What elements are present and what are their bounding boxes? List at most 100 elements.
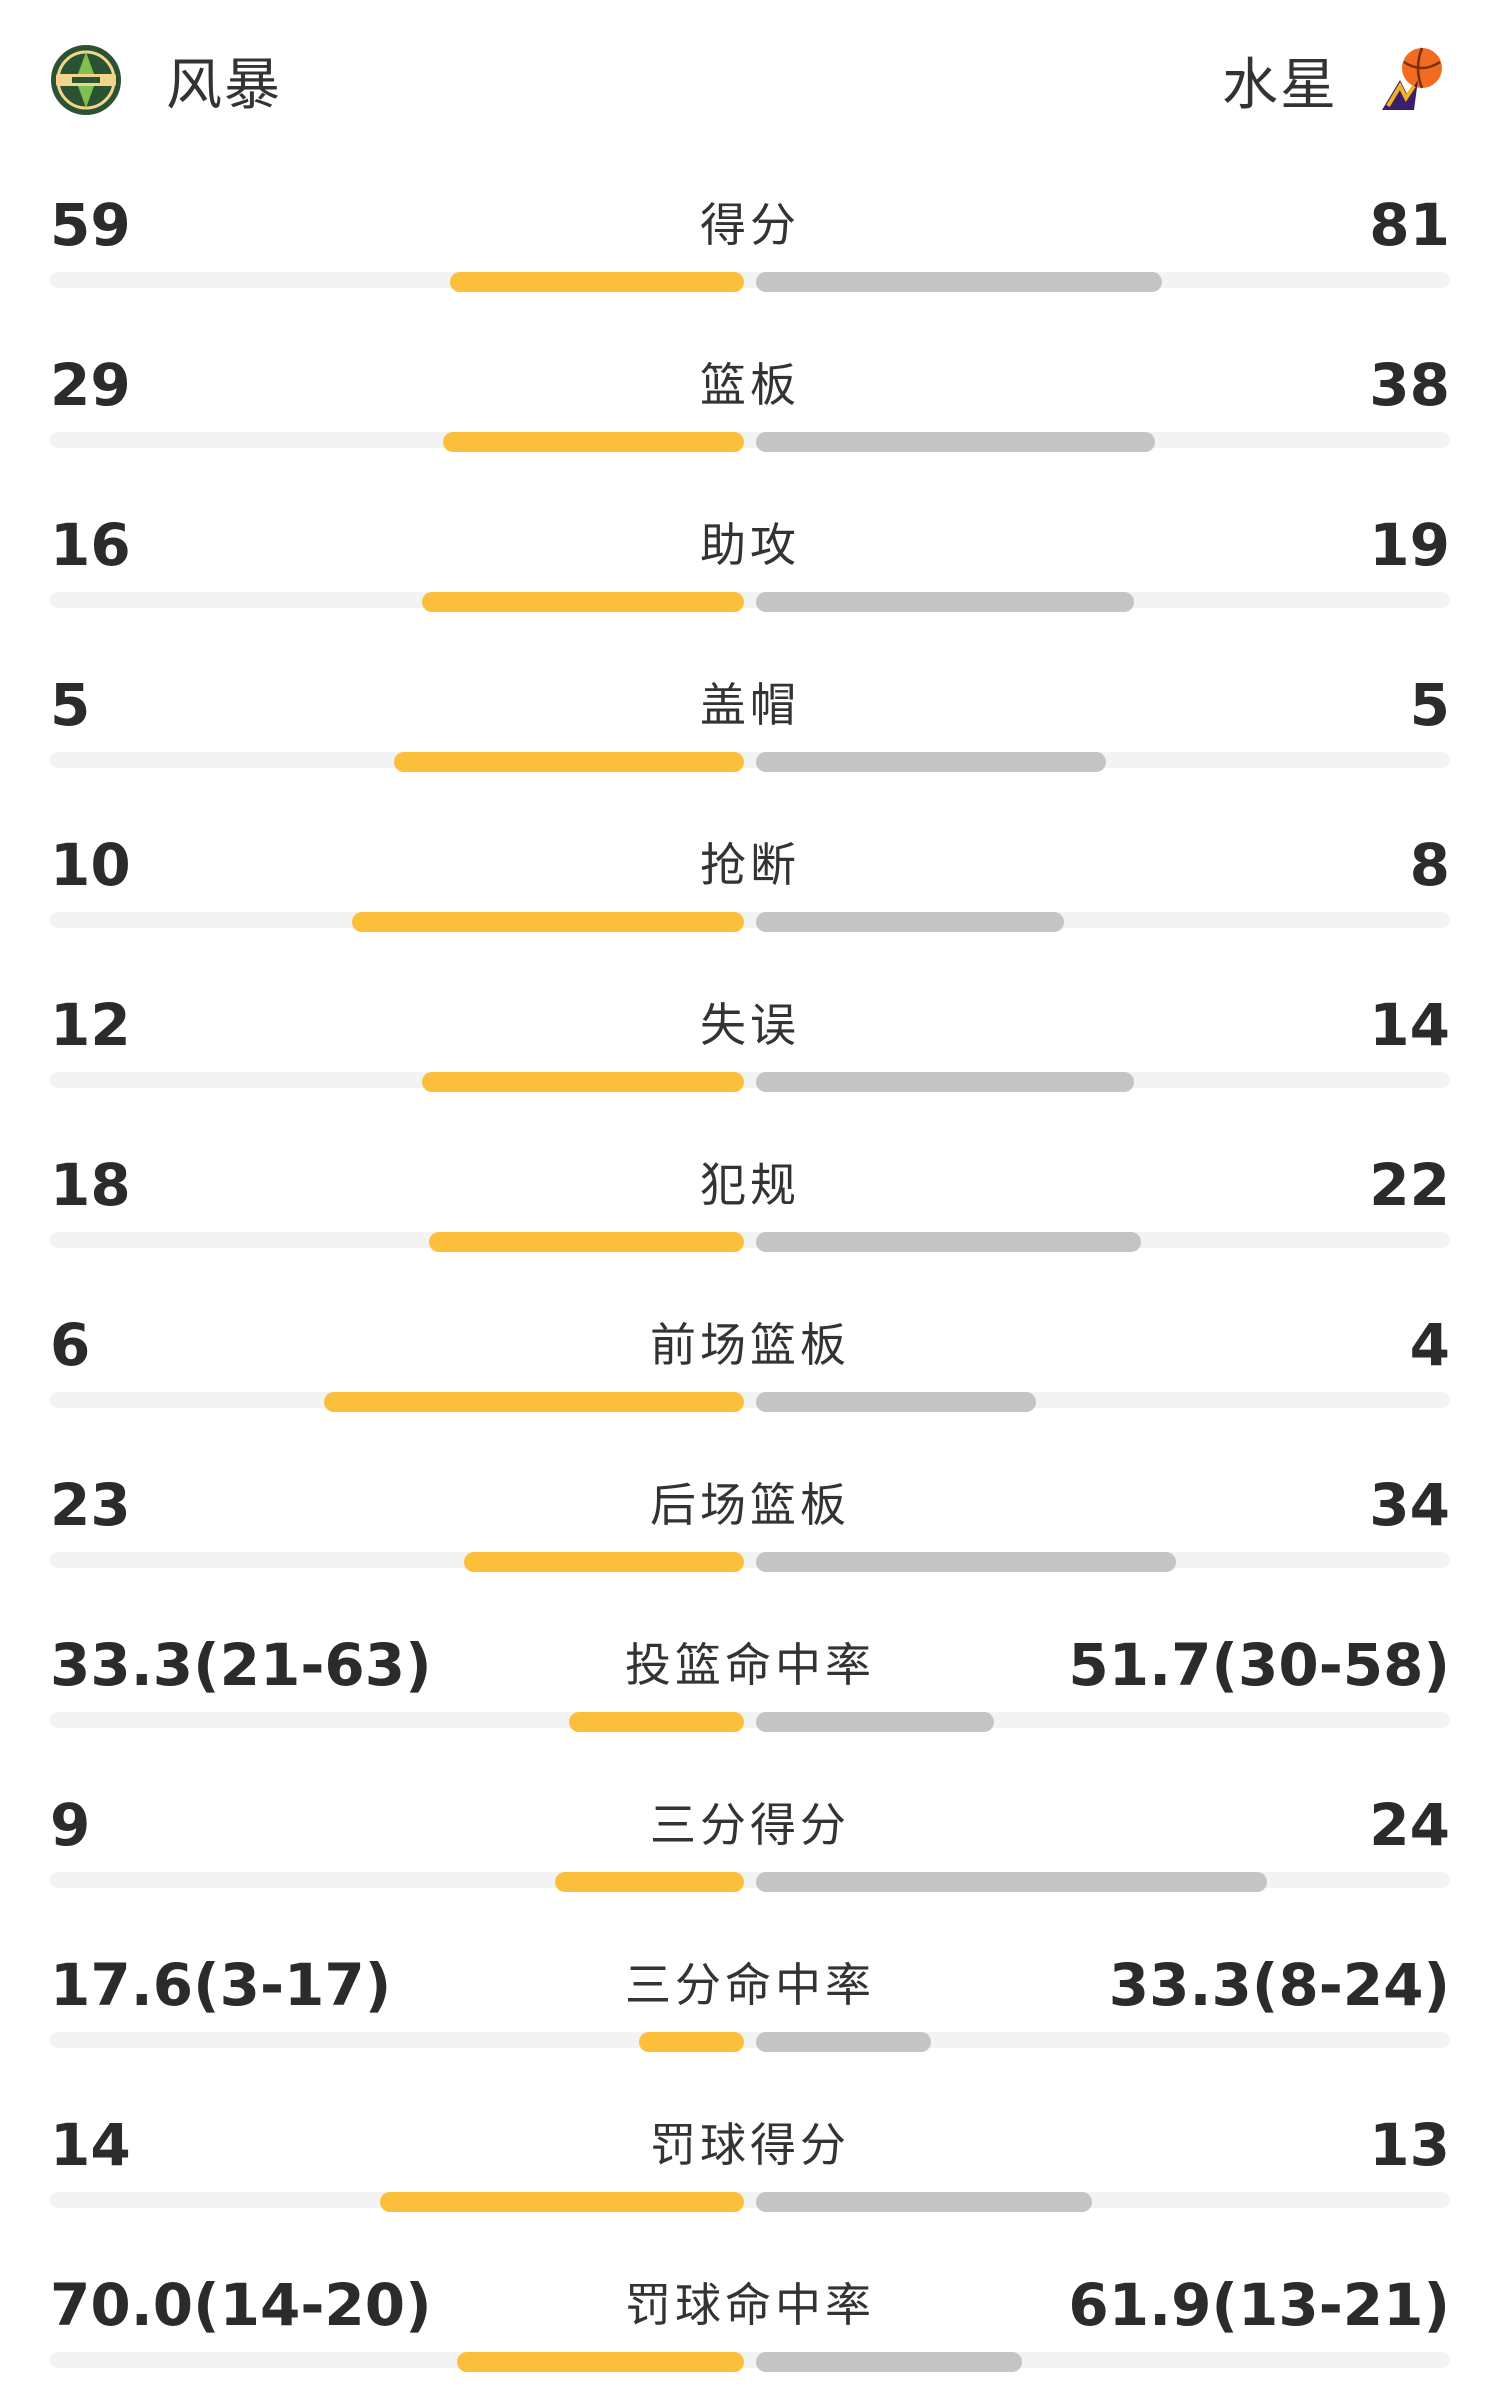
away-stat-value: 81 xyxy=(1369,191,1450,259)
stat-label: 罚球得分 xyxy=(650,2118,850,2172)
home-stat-value: 6 xyxy=(50,1311,91,1379)
away-stat-value: 33.3(8-24) xyxy=(1108,1951,1450,2019)
stat-track xyxy=(50,1552,1450,1568)
home-stat-bar xyxy=(464,1552,744,1572)
away-stat-bar xyxy=(756,752,1106,772)
away-stat-value: 19 xyxy=(1369,511,1450,579)
home-stat-value: 5 xyxy=(50,671,91,739)
stat-row: 10 抢断 8 xyxy=(0,800,1500,960)
away-stat-value: 5 xyxy=(1409,671,1450,739)
away-stat-bar xyxy=(756,2192,1092,2212)
home-stat-value: 17.6(3-17) xyxy=(50,1951,392,2019)
home-stat-value: 10 xyxy=(50,831,131,899)
home-stat-bar xyxy=(422,592,744,612)
home-stat-value: 59 xyxy=(50,191,131,259)
stat-row: 6 前场篮板 4 xyxy=(0,1280,1500,1440)
away-team-name: 水星 xyxy=(1222,52,1338,118)
home-stat-bar xyxy=(443,432,744,452)
home-stat-bar xyxy=(422,1072,744,1092)
stat-label: 后场篮板 xyxy=(650,1478,850,1532)
away-stat-bar xyxy=(756,2352,1022,2372)
stat-label: 三分命中率 xyxy=(625,1958,875,2012)
away-stat-bar xyxy=(756,1872,1267,1892)
home-stat-value: 9 xyxy=(50,1791,91,1859)
stat-row: 14 罚球得分 13 xyxy=(0,2080,1500,2240)
stat-track xyxy=(50,912,1450,928)
away-stat-bar xyxy=(756,592,1134,612)
stat-label: 前场篮板 xyxy=(650,1318,850,1372)
away-stat-value: 51.7(30-58) xyxy=(1068,1631,1450,1699)
home-stat-bar xyxy=(394,752,744,772)
home-stat-value: 70.0(14-20) xyxy=(50,2271,432,2339)
away-stat-value: 61.9(13-21) xyxy=(1068,2271,1450,2339)
home-stat-value: 12 xyxy=(50,991,131,1059)
match-header: 风暴 水星 xyxy=(0,0,1500,160)
away-stat-value: 8 xyxy=(1409,831,1450,899)
away-stat-bar xyxy=(756,1712,994,1732)
stat-row: 33.3(21-63) 投篮命中率 51.7(30-58) xyxy=(0,1600,1500,1760)
home-stat-bar xyxy=(324,1392,744,1412)
stat-track xyxy=(50,1232,1450,1248)
stat-row: 16 助攻 19 xyxy=(0,480,1500,640)
stat-row: 23 后场篮板 34 xyxy=(0,1440,1500,1600)
stat-label: 罚球命中率 xyxy=(625,2278,875,2332)
stat-track xyxy=(50,1392,1450,1408)
home-stat-bar xyxy=(380,2192,744,2212)
stat-track xyxy=(50,432,1450,448)
stat-row: 18 犯规 22 xyxy=(0,1120,1500,1280)
away-stat-bar xyxy=(756,272,1162,292)
away-stat-bar xyxy=(756,1552,1176,1572)
stat-label: 犯规 xyxy=(700,1158,800,1212)
stat-row: 29 篮板 38 xyxy=(0,320,1500,480)
stat-row: 59 得分 81 xyxy=(0,160,1500,320)
stat-label: 抢断 xyxy=(700,838,800,892)
stat-label: 盖帽 xyxy=(700,678,800,732)
home-stat-bar xyxy=(450,272,744,292)
away-stat-value: 14 xyxy=(1369,991,1450,1059)
home-stat-bar xyxy=(569,1712,744,1732)
stat-row: 9 三分得分 24 xyxy=(0,1760,1500,1920)
home-stat-bar xyxy=(457,2352,744,2372)
away-stat-bar xyxy=(756,1392,1036,1412)
away-stat-value: 38 xyxy=(1369,351,1450,419)
stat-row: 70.0(14-20) 罚球命中率 61.9(13-21) xyxy=(0,2240,1500,2400)
stat-track xyxy=(50,2352,1450,2368)
storm-team-logo-icon xyxy=(49,43,123,117)
stat-track xyxy=(50,1072,1450,1088)
home-stat-value: 23 xyxy=(50,1471,131,1539)
stat-track xyxy=(50,1712,1450,1728)
stat-track xyxy=(50,752,1450,768)
stat-track xyxy=(50,592,1450,608)
home-stat-value: 14 xyxy=(50,2111,131,2179)
away-stat-bar xyxy=(756,912,1064,932)
stat-row: 17.6(3-17) 三分命中率 33.3(8-24) xyxy=(0,1920,1500,2080)
away-stat-value: 22 xyxy=(1369,1151,1450,1219)
away-team[interactable]: 水星 xyxy=(1222,40,1454,120)
home-stat-value: 33.3(21-63) xyxy=(50,1631,432,1699)
home-team-name: 风暴 xyxy=(166,52,282,118)
stat-track xyxy=(50,2032,1450,2048)
home-stat-bar xyxy=(352,912,744,932)
home-stat-bar xyxy=(429,1232,744,1252)
home-stat-bar xyxy=(639,2032,744,2052)
mercury-team-logo-icon xyxy=(1382,47,1442,110)
away-stat-value: 34 xyxy=(1369,1471,1450,1539)
home-stat-bar xyxy=(555,1872,744,1892)
stat-label: 助攻 xyxy=(700,518,800,572)
away-stat-bar xyxy=(756,1072,1134,1092)
away-stat-value: 4 xyxy=(1409,1311,1450,1379)
home-stat-value: 29 xyxy=(50,351,131,419)
stat-track xyxy=(50,2192,1450,2208)
away-stat-value: 24 xyxy=(1369,1791,1450,1859)
away-stat-value: 13 xyxy=(1369,2111,1450,2179)
away-stat-bar xyxy=(756,432,1155,452)
away-stat-bar xyxy=(756,1232,1141,1252)
stats-list: 59 得分 81 29 篮板 38 16 助攻 19 5 盖帽 5 10 抢断 … xyxy=(0,160,1500,2400)
away-stat-bar xyxy=(756,2032,931,2052)
stat-label: 得分 xyxy=(700,198,800,252)
home-team[interactable]: 风暴 xyxy=(46,40,282,120)
stat-row: 5 盖帽 5 xyxy=(0,640,1500,800)
stat-row: 12 失误 14 xyxy=(0,960,1500,1120)
home-stat-value: 16 xyxy=(50,511,131,579)
stat-label: 三分得分 xyxy=(650,1798,850,1852)
